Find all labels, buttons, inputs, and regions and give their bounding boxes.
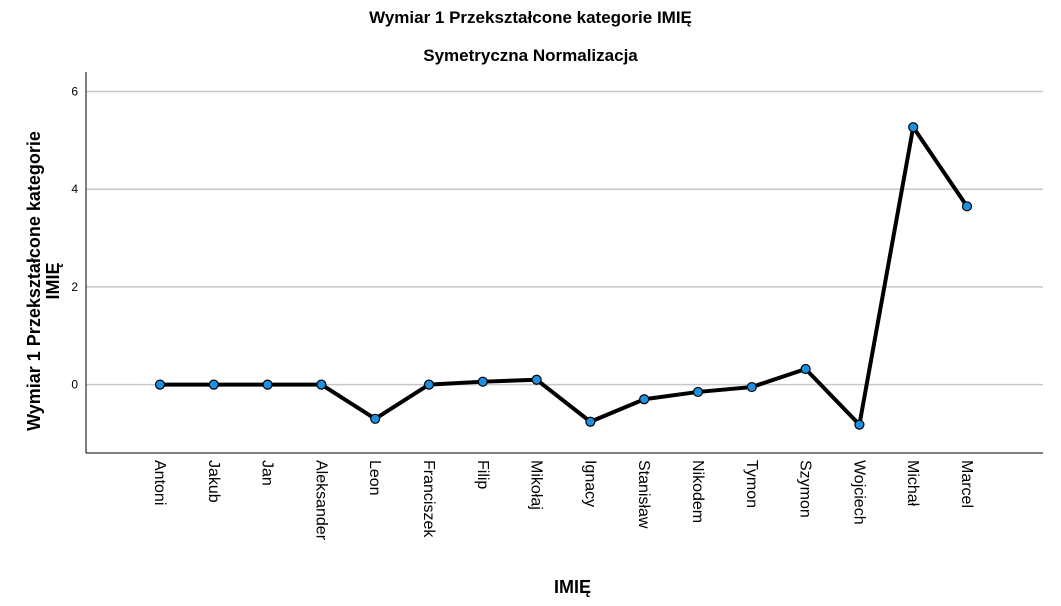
x-tick-label: Jan bbox=[259, 460, 276, 486]
data-point bbox=[854, 419, 865, 430]
x-tick-label: Marcel bbox=[958, 460, 975, 508]
data-point bbox=[531, 374, 542, 385]
data-point bbox=[208, 379, 219, 390]
data-point bbox=[639, 394, 650, 405]
data-point bbox=[692, 386, 704, 398]
y-tick-label: 2 bbox=[71, 280, 78, 294]
x-tick-label: Mikołaj bbox=[528, 460, 545, 510]
y-tick-label: 6 bbox=[71, 85, 78, 99]
x-axis-title: IMIĘ bbox=[554, 577, 591, 597]
x-tick-label: Jakub bbox=[205, 460, 222, 503]
y-axis-title-line: Wymiar 1 Przekształcone kategorie bbox=[24, 131, 44, 431]
data-point bbox=[370, 413, 381, 424]
x-tick-label: Wojciech bbox=[850, 460, 867, 525]
series-line bbox=[160, 125, 969, 427]
data-point bbox=[908, 122, 919, 133]
data-point bbox=[800, 363, 811, 375]
y-axis-title-line: IMIĘ bbox=[43, 262, 63, 299]
x-tick-label: Szymon bbox=[797, 460, 814, 518]
x-tick-label: Nikodem bbox=[689, 460, 706, 523]
y-tick-label: 4 bbox=[71, 182, 78, 196]
data-point bbox=[746, 381, 757, 393]
data-point bbox=[262, 379, 273, 390]
x-tick-label: Ignacy bbox=[581, 460, 598, 507]
chart-title: Wymiar 1 Przekształcone kategorie IMIĘ bbox=[369, 8, 692, 27]
data-point bbox=[423, 379, 435, 390]
data-point bbox=[477, 376, 488, 387]
data-point bbox=[316, 379, 327, 390]
x-tick-label: Franciszek bbox=[420, 460, 437, 538]
x-tick-label: Leon bbox=[366, 460, 383, 496]
data-point bbox=[961, 201, 973, 212]
data-point bbox=[585, 416, 596, 427]
x-tick-label: Michał bbox=[904, 460, 921, 507]
y-axis-title: Wymiar 1 Przekształcone kategorieIMIĘ bbox=[24, 131, 63, 431]
x-tick-label: Antoni bbox=[151, 460, 168, 505]
x-tick-label: Aleksander bbox=[312, 460, 329, 541]
x-tick-label: Stanisław bbox=[635, 460, 652, 529]
x-tick-label: Filip bbox=[474, 460, 491, 489]
data-point bbox=[154, 379, 166, 390]
x-tick-label: Tymon bbox=[743, 460, 760, 508]
y-tick-label: 0 bbox=[71, 378, 78, 392]
chart-subtitle: Symetryczna Normalizacja bbox=[423, 46, 638, 65]
